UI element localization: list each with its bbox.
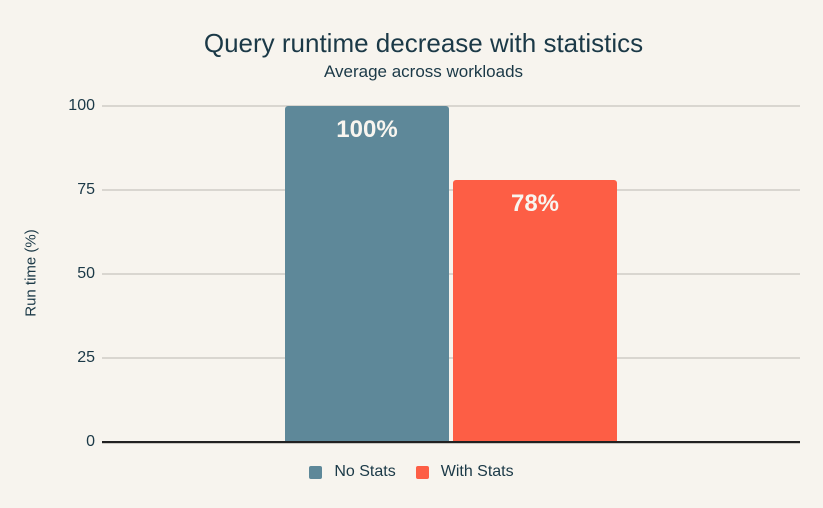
y-tick-label: 0: [86, 433, 95, 450]
legend-item-with-stats: With Stats: [415, 463, 514, 481]
y-tick-label: 75: [77, 181, 95, 198]
no-stats-swatch-icon: [309, 465, 323, 479]
y-axis-tick-labels: 0 25 50 75 100: [0, 97, 95, 450]
chart-subtitle: Average across workloads: [323, 62, 524, 81]
legend-item-no-stats: No Stats: [309, 463, 396, 481]
with-stats-swatch-icon: [415, 465, 429, 479]
gridline: [102, 273, 800, 275]
bar-value-label-with-stats: 78%: [510, 189, 560, 217]
bar-value-label-no-stats: 100%: [336, 116, 398, 143]
gridline: [102, 105, 800, 107]
bar-no-stats: 100%: [285, 106, 449, 442]
x-axis-line: [102, 441, 800, 443]
bar-with-stats: 78%: [453, 179, 617, 442]
y-tick-label: 50: [77, 265, 95, 282]
legend: No Stats With Stats: [0, 463, 823, 481]
chart-title: Query runtime decrease with statistics: [203, 28, 644, 58]
y-tick-label: 25: [77, 349, 95, 366]
bars-group: 100% 78%: [102, 106, 800, 442]
legend-label-with-stats: With Stats: [440, 463, 514, 480]
gridlines: [102, 105, 800, 442]
gridline: [102, 189, 800, 191]
plot-area: 100% 78%: [102, 105, 800, 443]
y-tick-label: 100: [68, 97, 95, 114]
gridline: [102, 357, 800, 359]
legend-label-no-stats: No Stats: [334, 463, 396, 480]
